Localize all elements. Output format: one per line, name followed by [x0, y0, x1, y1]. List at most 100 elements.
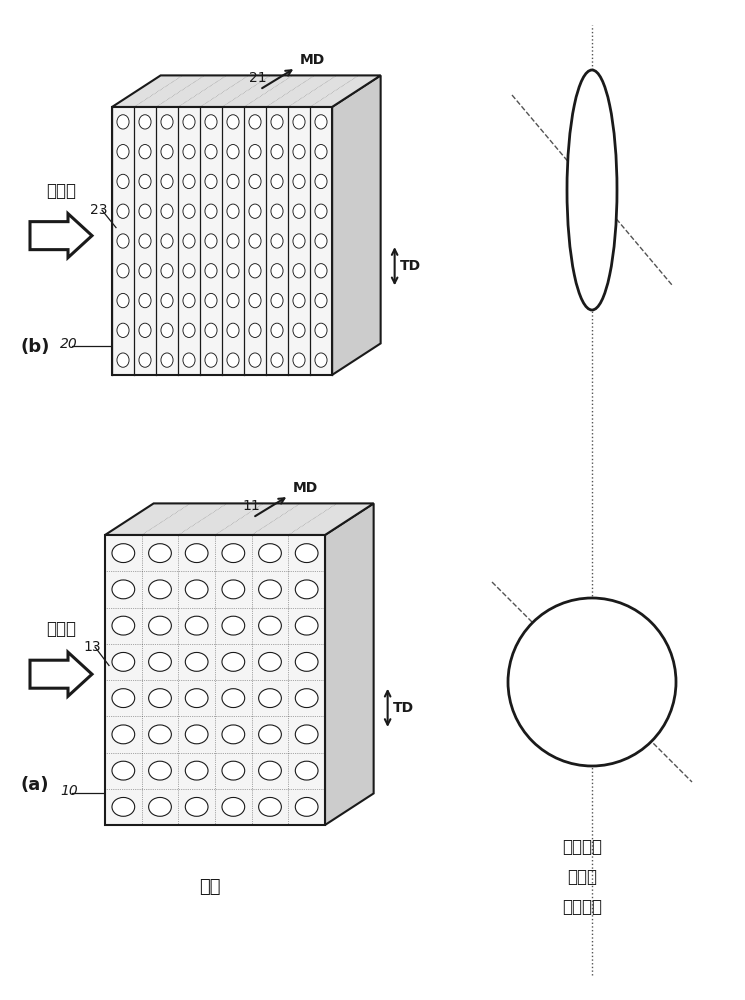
- Ellipse shape: [293, 264, 305, 278]
- Polygon shape: [30, 652, 92, 696]
- Ellipse shape: [183, 353, 195, 367]
- Ellipse shape: [315, 264, 327, 278]
- Ellipse shape: [117, 145, 129, 159]
- Text: MD: MD: [299, 53, 325, 67]
- Ellipse shape: [112, 761, 135, 780]
- Ellipse shape: [293, 323, 305, 337]
- Ellipse shape: [205, 145, 217, 159]
- Ellipse shape: [117, 293, 129, 308]
- Ellipse shape: [222, 725, 244, 744]
- Ellipse shape: [205, 293, 217, 308]
- Ellipse shape: [149, 797, 171, 816]
- Text: 20: 20: [60, 337, 77, 351]
- Text: TD: TD: [399, 259, 421, 273]
- Ellipse shape: [259, 580, 282, 599]
- Ellipse shape: [315, 234, 327, 248]
- Text: 11: 11: [242, 499, 260, 513]
- Ellipse shape: [249, 293, 261, 308]
- Ellipse shape: [117, 204, 129, 218]
- Ellipse shape: [139, 145, 151, 159]
- Ellipse shape: [295, 652, 318, 671]
- Ellipse shape: [139, 204, 151, 218]
- Ellipse shape: [508, 598, 676, 766]
- Ellipse shape: [161, 145, 173, 159]
- Ellipse shape: [139, 353, 151, 367]
- Text: MD: MD: [293, 481, 318, 495]
- Ellipse shape: [117, 174, 129, 189]
- Polygon shape: [112, 107, 332, 375]
- Ellipse shape: [161, 174, 173, 189]
- Ellipse shape: [117, 264, 129, 278]
- Ellipse shape: [149, 544, 171, 563]
- Ellipse shape: [205, 115, 217, 129]
- Polygon shape: [105, 535, 325, 825]
- Text: 21: 21: [250, 71, 267, 85]
- Ellipse shape: [271, 353, 283, 367]
- Ellipse shape: [227, 115, 239, 129]
- Ellipse shape: [205, 174, 217, 189]
- Ellipse shape: [271, 204, 283, 218]
- Text: 散乱光: 散乱光: [567, 868, 597, 886]
- Ellipse shape: [139, 323, 151, 337]
- Ellipse shape: [117, 323, 129, 337]
- Ellipse shape: [259, 761, 282, 780]
- Ellipse shape: [222, 616, 244, 635]
- Ellipse shape: [271, 293, 283, 308]
- Ellipse shape: [567, 70, 617, 310]
- Ellipse shape: [205, 323, 217, 337]
- Ellipse shape: [259, 544, 282, 563]
- Ellipse shape: [293, 353, 305, 367]
- Ellipse shape: [183, 204, 195, 218]
- Text: (b): (b): [20, 338, 49, 356]
- Ellipse shape: [186, 761, 208, 780]
- Ellipse shape: [295, 797, 318, 816]
- Ellipse shape: [186, 580, 208, 599]
- Ellipse shape: [295, 689, 318, 708]
- Ellipse shape: [259, 689, 282, 708]
- Ellipse shape: [222, 544, 244, 563]
- Ellipse shape: [149, 652, 171, 671]
- Ellipse shape: [295, 544, 318, 563]
- Ellipse shape: [161, 353, 173, 367]
- Ellipse shape: [186, 689, 208, 708]
- Text: の广がり: の广がり: [562, 898, 602, 916]
- Ellipse shape: [183, 174, 195, 189]
- Ellipse shape: [227, 323, 239, 337]
- Ellipse shape: [112, 616, 135, 635]
- Ellipse shape: [205, 234, 217, 248]
- Ellipse shape: [249, 174, 261, 189]
- Ellipse shape: [139, 115, 151, 129]
- Ellipse shape: [112, 652, 135, 671]
- Ellipse shape: [161, 234, 173, 248]
- Ellipse shape: [315, 353, 327, 367]
- Ellipse shape: [249, 264, 261, 278]
- Ellipse shape: [249, 204, 261, 218]
- Ellipse shape: [259, 616, 282, 635]
- Ellipse shape: [161, 293, 173, 308]
- Ellipse shape: [293, 145, 305, 159]
- Ellipse shape: [315, 145, 327, 159]
- Ellipse shape: [139, 174, 151, 189]
- Ellipse shape: [227, 234, 239, 248]
- Ellipse shape: [222, 689, 244, 708]
- Text: (a): (a): [20, 776, 48, 794]
- Text: 入射光: 入射光: [46, 620, 76, 638]
- Ellipse shape: [271, 115, 283, 129]
- Ellipse shape: [205, 353, 217, 367]
- Ellipse shape: [161, 323, 173, 337]
- Ellipse shape: [227, 204, 239, 218]
- Ellipse shape: [259, 652, 282, 671]
- Ellipse shape: [271, 234, 283, 248]
- Ellipse shape: [117, 234, 129, 248]
- Ellipse shape: [183, 293, 195, 308]
- Ellipse shape: [315, 174, 327, 189]
- Ellipse shape: [249, 145, 261, 159]
- Ellipse shape: [293, 293, 305, 308]
- Ellipse shape: [186, 652, 208, 671]
- Ellipse shape: [295, 761, 318, 780]
- Text: 10: 10: [60, 784, 77, 798]
- Ellipse shape: [222, 797, 244, 816]
- Ellipse shape: [259, 725, 282, 744]
- Ellipse shape: [205, 264, 217, 278]
- Ellipse shape: [271, 323, 283, 337]
